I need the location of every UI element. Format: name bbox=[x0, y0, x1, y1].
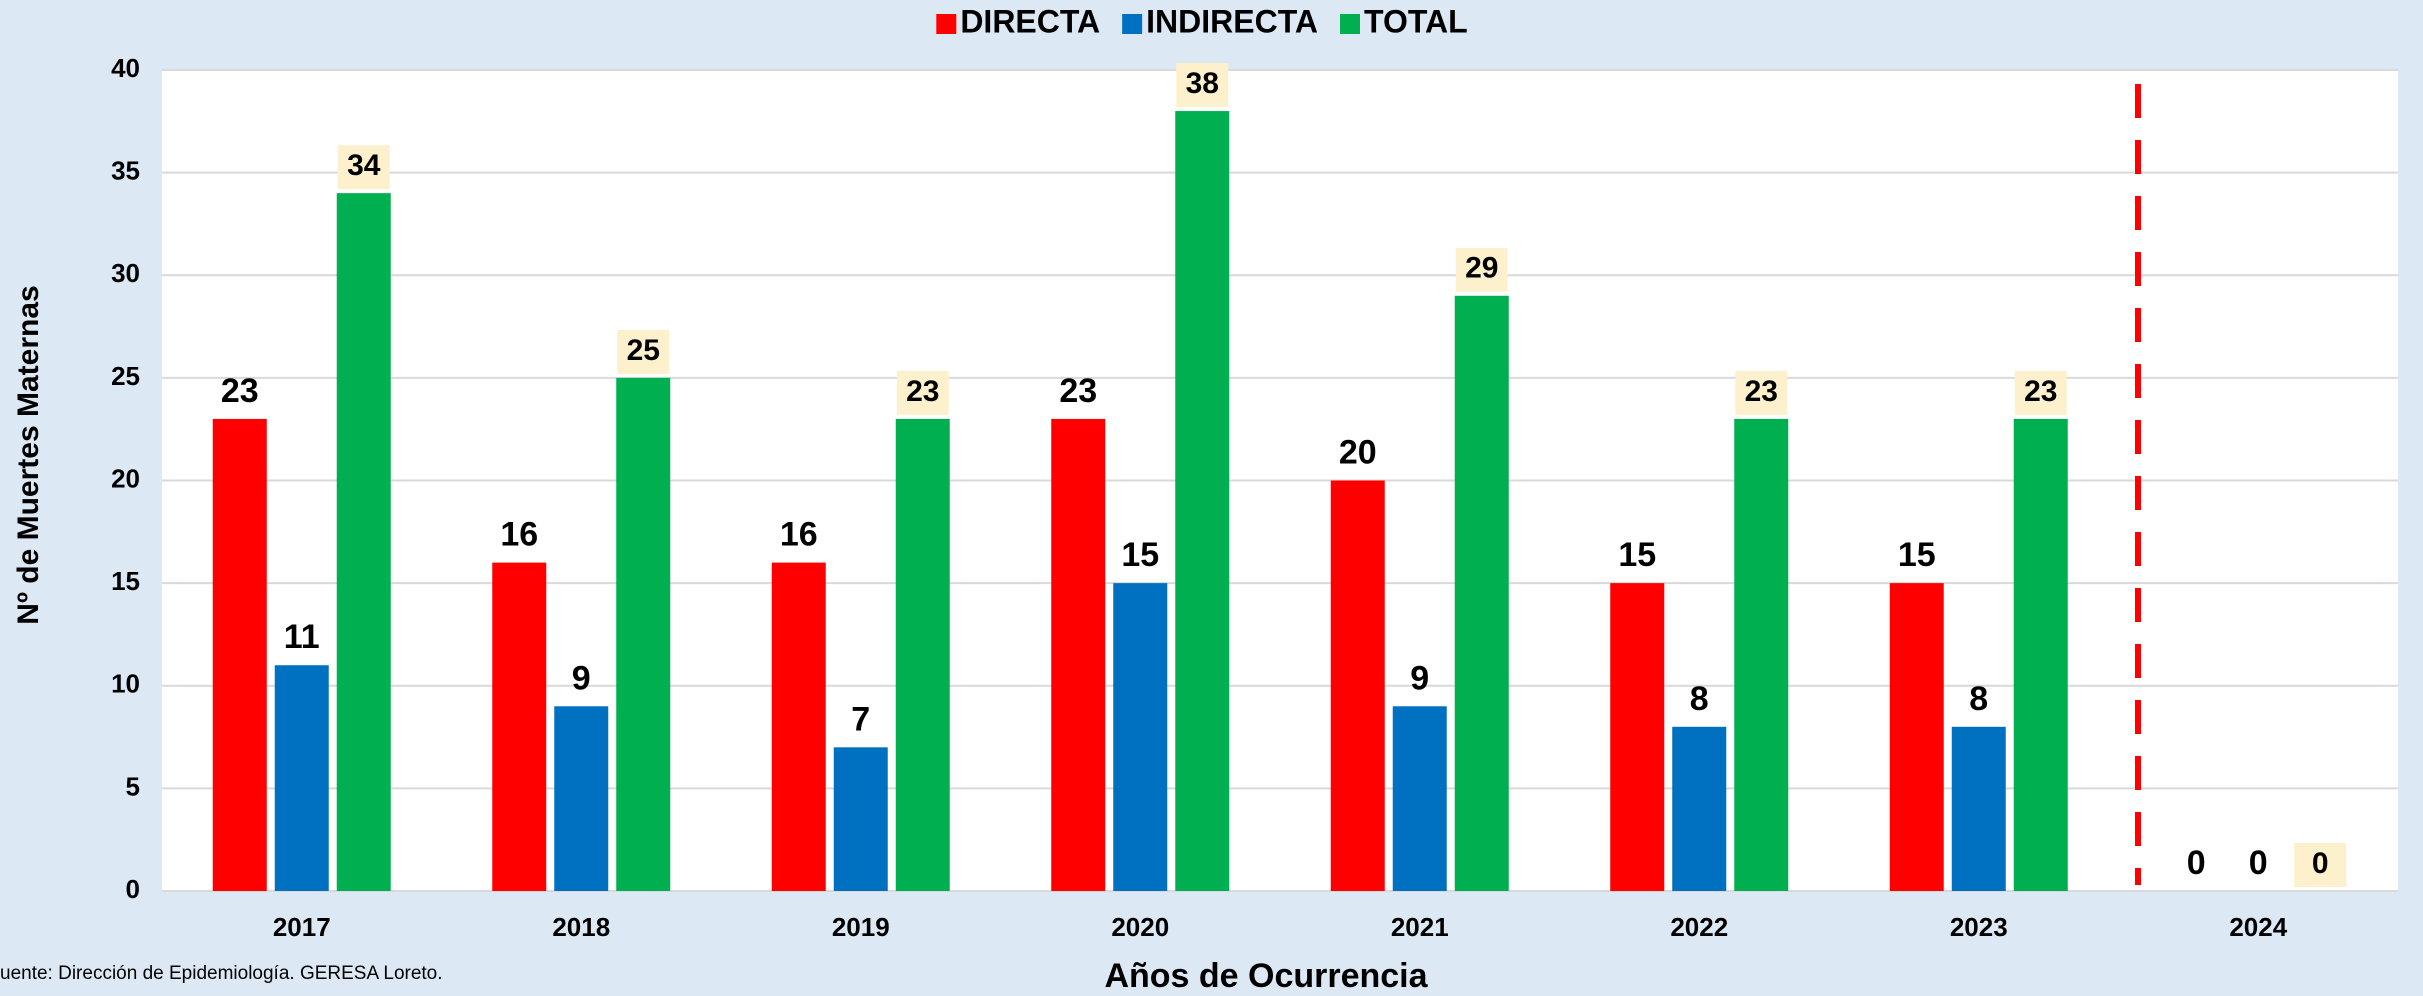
x-tick-label: 2019 bbox=[832, 912, 890, 942]
y-tick-label: 5 bbox=[126, 771, 140, 801]
bar bbox=[1051, 418, 1106, 891]
value-label: 9 bbox=[1410, 659, 1429, 697]
bar bbox=[616, 377, 671, 891]
bar bbox=[1889, 583, 1944, 891]
bar bbox=[1951, 726, 2006, 891]
bar bbox=[833, 747, 888, 891]
value-label-bg bbox=[1455, 247, 1508, 292]
bar bbox=[492, 562, 547, 891]
y-tick-label: 20 bbox=[111, 463, 140, 493]
x-tick-label: 2024 bbox=[2229, 912, 2287, 942]
bar bbox=[336, 193, 391, 891]
bar bbox=[1392, 706, 1447, 891]
bar bbox=[274, 665, 329, 891]
bar bbox=[212, 418, 267, 891]
value-label: 11 bbox=[284, 618, 320, 656]
value-label: 15 bbox=[1898, 536, 1936, 574]
x-tick-label: 2022 bbox=[1670, 912, 1728, 942]
x-tick-label: 2023 bbox=[1950, 912, 2008, 942]
value-label: 9 bbox=[572, 659, 591, 697]
value-label: 23 bbox=[1059, 372, 1097, 410]
value-label: 34 bbox=[347, 149, 381, 182]
y-tick-label: 25 bbox=[111, 361, 140, 391]
bar bbox=[1672, 726, 1727, 891]
y-tick-label: 15 bbox=[111, 566, 140, 596]
y-tick-label: 10 bbox=[111, 669, 140, 699]
value-label-bg bbox=[617, 329, 670, 374]
bar bbox=[895, 418, 950, 891]
value-label-bg bbox=[896, 370, 949, 415]
value-label: 0 bbox=[2312, 847, 2329, 880]
value-label: 0 bbox=[2249, 844, 2268, 882]
bar bbox=[1330, 480, 1385, 891]
value-label-bg bbox=[1735, 370, 1788, 415]
legend-swatch bbox=[936, 14, 957, 34]
value-label: 16 bbox=[780, 516, 818, 554]
bar bbox=[1610, 583, 1665, 891]
bar bbox=[1454, 295, 1509, 891]
value-label: 8 bbox=[1969, 680, 1988, 718]
x-tick-label: 2021 bbox=[1391, 912, 1449, 942]
source-note: uente: Dirección de Epidemiología. GERES… bbox=[0, 963, 443, 984]
value-label-bg bbox=[337, 145, 390, 190]
value-label: 7 bbox=[851, 700, 870, 738]
value-label: 38 bbox=[1186, 67, 1219, 100]
value-label: 15 bbox=[1618, 536, 1656, 574]
value-label: 29 bbox=[1465, 252, 1498, 285]
x-axis-title: Años de Ocurrencia bbox=[1104, 957, 1428, 995]
y-tick-label: 40 bbox=[111, 53, 140, 83]
value-label: 23 bbox=[1745, 375, 1778, 408]
value-label-bg bbox=[1176, 63, 1229, 108]
value-label: 0 bbox=[2187, 844, 2206, 882]
bar bbox=[1734, 418, 1789, 891]
value-label-bg bbox=[2014, 370, 2067, 415]
y-tick-label: 35 bbox=[111, 156, 140, 186]
value-label: 20 bbox=[1339, 433, 1377, 471]
bar bbox=[771, 562, 826, 891]
legend-label: DIRECTA bbox=[960, 3, 1100, 39]
value-label: 16 bbox=[500, 516, 538, 554]
value-label: 8 bbox=[1690, 680, 1709, 718]
bar bbox=[1113, 583, 1168, 891]
value-label: 25 bbox=[627, 334, 660, 367]
bar bbox=[2013, 418, 2068, 891]
legend-swatch bbox=[1122, 14, 1143, 34]
x-tick-label: 2018 bbox=[552, 912, 610, 942]
y-tick-label: 0 bbox=[126, 874, 140, 904]
value-label: 23 bbox=[221, 372, 259, 410]
value-label: 23 bbox=[906, 375, 939, 408]
value-label-bg bbox=[2294, 843, 2347, 887]
legend-swatch bbox=[1340, 14, 1360, 34]
y-axis-title: Nº de Muertes Maternas bbox=[12, 285, 45, 624]
legend: DIRECTA INDIRECTA TOTAL bbox=[936, 3, 1468, 39]
value-label: 23 bbox=[2024, 375, 2057, 408]
legend-label: INDIRECTA bbox=[1146, 3, 1318, 39]
x-tick-label: 2017 bbox=[273, 912, 331, 942]
bar bbox=[1175, 111, 1230, 892]
value-label: 15 bbox=[1121, 536, 1159, 574]
y-tick-label: 30 bbox=[111, 258, 140, 288]
bar bbox=[554, 706, 609, 891]
x-tick-label: 2020 bbox=[1111, 912, 1169, 942]
legend-label: TOTAL bbox=[1364, 3, 1468, 39]
